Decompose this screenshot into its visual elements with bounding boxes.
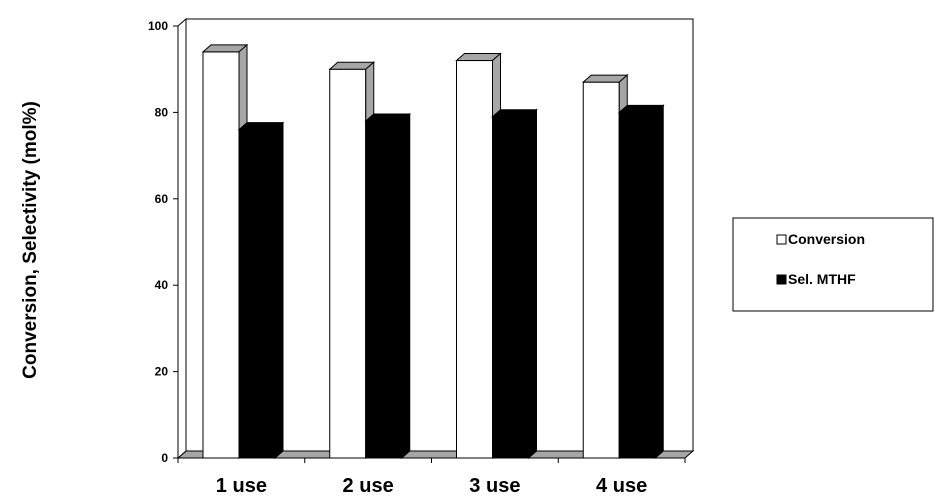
x-tick-label: 4 use	[596, 475, 647, 497]
bar-side	[654, 104, 664, 460]
x-tick-label: 2 use	[343, 475, 394, 497]
bar-front	[456, 60, 493, 459]
bar-side	[401, 112, 411, 460]
legend-box	[732, 217, 934, 312]
y-tick-label: 60	[155, 192, 169, 206]
legend-entry: Conversion	[788, 231, 865, 247]
bar	[491, 108, 538, 460]
y-tick-label: 100	[148, 19, 168, 33]
legend-swatch	[776, 274, 787, 285]
x-axis-labels: 1 use 2 use 3 use 4 use	[177, 457, 686, 497]
bar	[617, 104, 665, 460]
y-axis: 0 20 40 60 80 100	[148, 19, 179, 465]
bar	[364, 112, 412, 460]
chart-side-wall	[177, 17, 187, 460]
y-tick-label: 20	[155, 365, 169, 379]
bar-front	[365, 120, 403, 459]
bar-front	[492, 116, 529, 459]
y-tick-label: 80	[155, 105, 169, 119]
bar-front	[238, 129, 276, 459]
bar-front	[582, 81, 620, 459]
x-tick-label: 1 use	[216, 475, 267, 497]
y-axis-title: Conversion, Selectivity (mol%)	[20, 101, 41, 379]
legend-swatch	[776, 234, 787, 245]
y-tick-label: 40	[155, 278, 169, 292]
bar	[237, 121, 285, 460]
bars	[201, 43, 665, 460]
bar-front	[618, 111, 656, 459]
legend: Conversion Sel. MTHF	[732, 217, 934, 312]
bar-side	[528, 108, 537, 460]
x-tick-label: 3 use	[469, 475, 520, 497]
bar-side	[274, 121, 284, 460]
bar-front	[202, 51, 240, 459]
legend-entry: Sel. MTHF	[788, 271, 856, 287]
bar-front	[329, 68, 367, 459]
y-tick-label: 0	[161, 451, 168, 465]
